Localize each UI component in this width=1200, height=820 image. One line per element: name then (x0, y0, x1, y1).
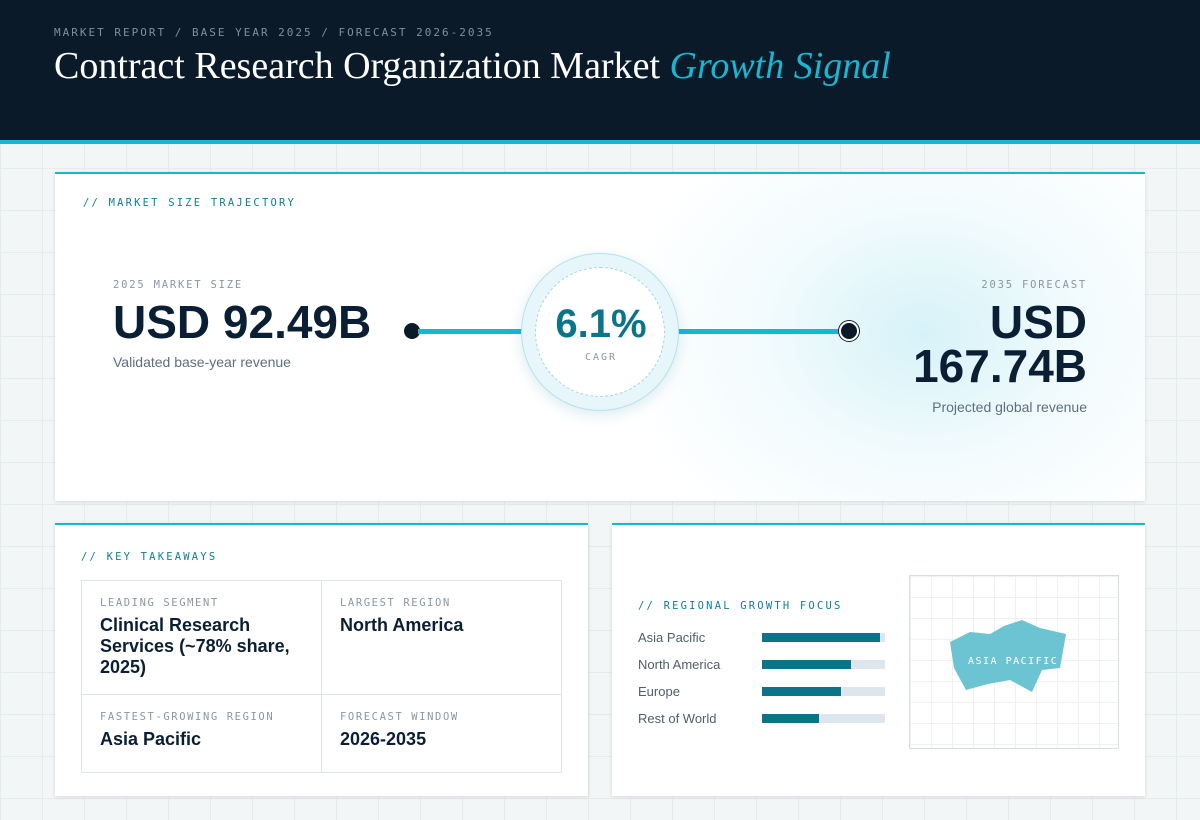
takeaways-section-label: // KEY TAKEAWAYS (81, 551, 218, 563)
base-year-value: USD 92.49B (113, 296, 372, 348)
region-row-europe: Europe (638, 684, 888, 699)
trajectory-line-left (418, 329, 523, 334)
asia-pacific-map-shape (950, 620, 1066, 692)
forecast-value-line2: 167.74B (913, 340, 1087, 392)
takeaway-fastest-growing-region: FASTEST-GROWING REGION Asia Pacific (82, 695, 321, 772)
regional-section-label: // REGIONAL GROWTH FOCUS (638, 600, 843, 612)
region-row-rest-of-world: Rest of World (638, 711, 888, 726)
cagr-inner-ring: 6.1% CAGR (535, 267, 665, 397)
asia-pacific-region-shape (950, 620, 1066, 692)
region-bar-track (762, 633, 885, 642)
takeaway-label: LEADING SEGMENT (100, 597, 219, 609)
region-name: Europe (638, 684, 680, 699)
cagr-badge: 6.1% CAGR (521, 253, 679, 411)
cagr-label: CAGR (584, 352, 618, 363)
report-kicker: MARKET REPORT / BASE YEAR 2025 / FORECAS… (54, 26, 494, 39)
region-row-asia-pacific: Asia Pacific (638, 630, 888, 645)
region-bar-track (762, 687, 885, 696)
takeaways-grid: LEADING SEGMENT Clinical Research Servic… (81, 580, 562, 773)
report-header: MARKET REPORT / BASE YEAR 2025 / FORECAS… (0, 0, 1200, 144)
region-row-north-america: North America (638, 657, 888, 672)
start-dot (404, 323, 420, 339)
trajectory-section-label: // MARKET SIZE TRAJECTORY (83, 197, 297, 209)
region-bar-fill (762, 714, 819, 723)
forecast-label: 2035 FORECAST (981, 279, 1087, 291)
takeaway-value: North America (340, 615, 464, 635)
map-region-label: ASIA PACIFIC (968, 656, 1059, 667)
grid-divider-vertical (321, 581, 322, 772)
title-accent: Growth Signal (669, 45, 891, 87)
forecast-value-line1: USD (989, 296, 1087, 348)
takeaway-label: FORECAST WINDOW (340, 711, 459, 723)
region-bar-fill (762, 660, 851, 669)
title-main: Contract Research Organization Market (54, 45, 661, 87)
takeaway-value: Clinical Research Services (~78% share, … (100, 615, 290, 677)
end-dot (839, 321, 859, 341)
takeaway-label: FASTEST-GROWING REGION (100, 711, 275, 723)
cagr-value: 6.1% (555, 302, 647, 346)
base-year-label: 2025 MARKET SIZE (113, 279, 243, 291)
forecast-caption: Projected global revenue (932, 399, 1087, 415)
takeaway-value: 2026-2035 (340, 729, 427, 749)
takeaway-label: LARGEST REGION (340, 597, 451, 609)
region-name: Rest of World (638, 711, 717, 726)
grid-divider-horizontal (82, 694, 561, 695)
base-year-caption: Validated base-year revenue (113, 354, 291, 370)
region-bar-track (762, 660, 885, 669)
key-takeaways-card: // KEY TAKEAWAYS LEADING SEGMENT Clinica… (55, 523, 588, 796)
takeaway-largest-region: LARGEST REGION North America (322, 581, 561, 694)
region-bar-fill (762, 633, 881, 642)
region-map: ASIA PACIFIC (909, 575, 1119, 749)
page-title: Contract Research Organization Market Gr… (54, 44, 891, 88)
region-name: North America (638, 657, 721, 672)
region-bar-track (762, 714, 885, 723)
takeaway-value: Asia Pacific (100, 729, 202, 749)
region-bar-fill (762, 687, 841, 696)
regional-growth-card: // REGIONAL GROWTH FOCUS Asia Pacific No… (612, 523, 1145, 796)
takeaway-forecast-window: FORECAST WINDOW 2026-2035 (322, 695, 561, 772)
region-name: Asia Pacific (638, 630, 706, 645)
takeaway-leading-segment: LEADING SEGMENT Clinical Research Servic… (82, 581, 321, 694)
trajectory-line-right (677, 329, 841, 334)
forecast-value: USD 167.74B (827, 296, 1087, 392)
market-size-trajectory-card: // MARKET SIZE TRAJECTORY 2025 MARKET SI… (55, 172, 1145, 501)
